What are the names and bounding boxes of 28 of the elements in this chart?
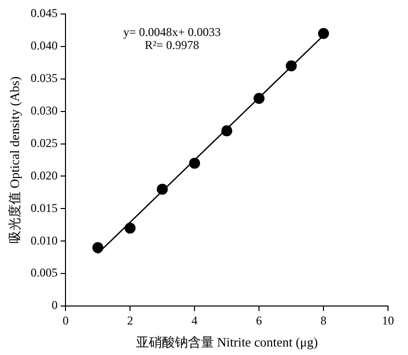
y-tick-label: 0.035: [30, 71, 58, 86]
x-tick-label: 8: [320, 313, 327, 328]
point: [189, 158, 200, 169]
x-tick-label: 10: [382, 313, 394, 328]
y-tick-label: 0.030: [30, 103, 58, 118]
point: [92, 242, 104, 254]
y-tick-label: 0.005: [30, 266, 58, 280]
annotation: y= 0.0048x+ 0.0033: [123, 25, 221, 39]
point: [124, 222, 136, 234]
x-tick-label: 2: [127, 313, 134, 328]
y-tick-label: 0.010: [30, 233, 58, 248]
annotation: R²= 0.9978: [144, 38, 200, 52]
y-tick-label: 0.015: [30, 200, 58, 215]
point: [221, 125, 232, 136]
y-tick-label: 0.025: [30, 136, 58, 150]
x-axis-title: 亚硝酸钠含量 Nitrite content (μg): [136, 334, 318, 350]
x-tick-label: 4: [192, 313, 198, 328]
point: [254, 92, 265, 104]
y-tick-label: 0.020: [30, 168, 58, 182]
y-tick-label: 0.045: [30, 6, 58, 20]
x-tick-label: 0: [62, 313, 69, 328]
point: [286, 60, 297, 72]
y-tick-label: 0.040: [30, 38, 58, 53]
point: [156, 184, 168, 195]
y-tick-label: 0: [52, 298, 58, 312]
x-tick-label: 6: [256, 313, 262, 328]
point: [318, 28, 330, 39]
y-axis-title: 吸光度值 Optical density (Abs): [7, 76, 22, 244]
